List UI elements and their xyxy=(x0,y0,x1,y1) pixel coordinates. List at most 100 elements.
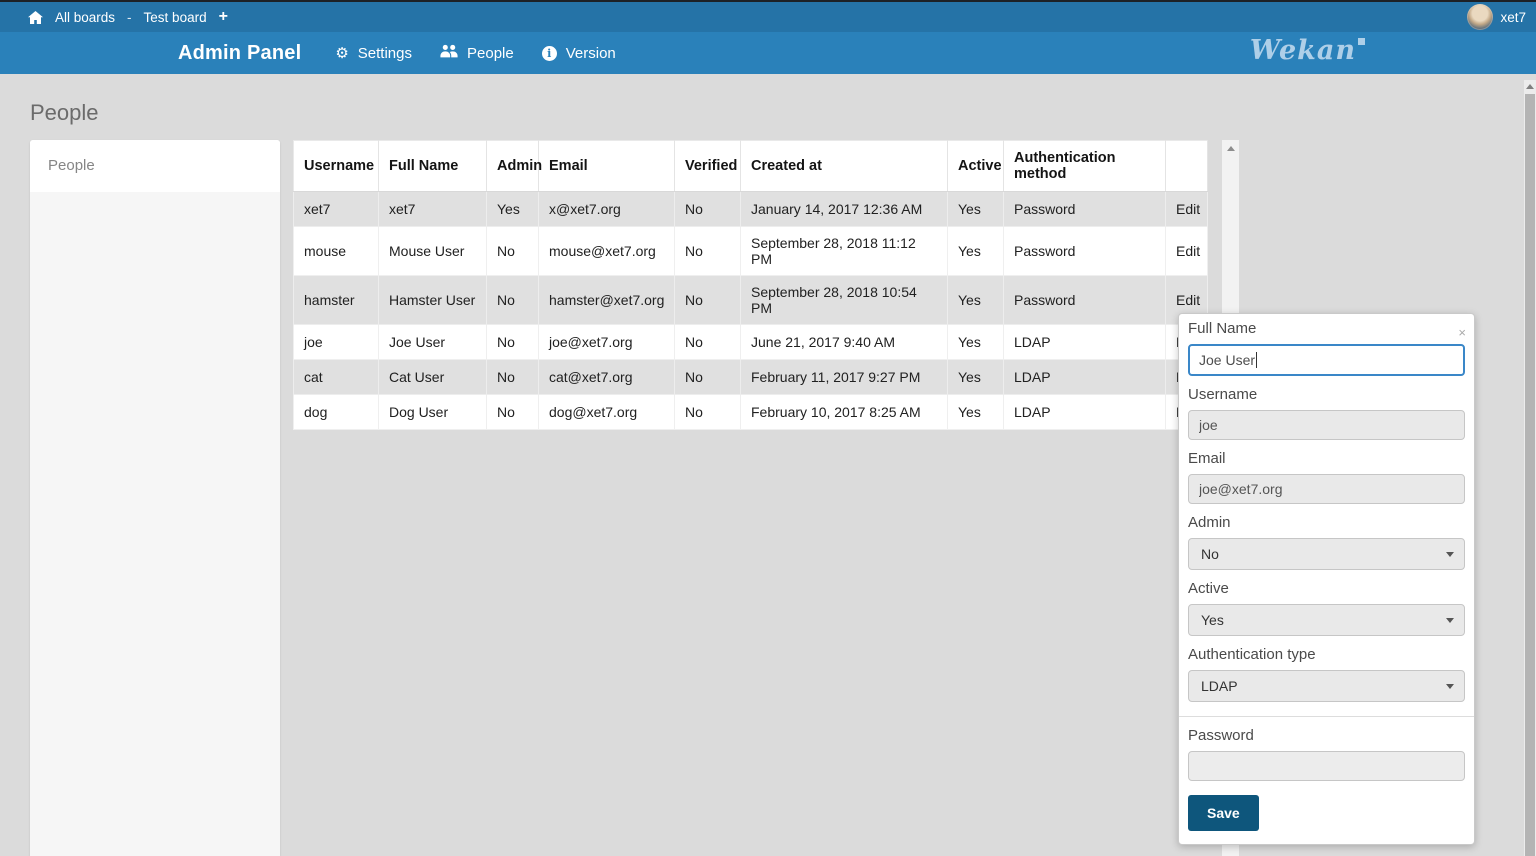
logo-dot xyxy=(1358,38,1365,45)
edit-user-link[interactable]: Edit xyxy=(1176,243,1201,259)
cell-created-at: September 28, 2018 11:12 PM xyxy=(740,226,948,276)
cell-email: mouse@xet7.org xyxy=(538,226,675,276)
user-avatar[interactable] xyxy=(1467,4,1494,30)
active-select[interactable]: Yes xyxy=(1188,604,1465,636)
window-scroll-up-icon[interactable] xyxy=(1526,84,1534,89)
cell-auth-method: LDAP xyxy=(1003,324,1166,360)
cell-verified: No xyxy=(674,359,741,395)
gear-icon: ⚙ xyxy=(335,43,349,62)
table-row: dog Dog User No dog@xet7.org No February… xyxy=(293,394,1208,430)
nav-item-version[interactable]: Version xyxy=(541,45,616,62)
admin-nav: ⚙ Settings People Version xyxy=(335,44,615,62)
edit-user-link[interactable]: Edit xyxy=(1176,201,1201,217)
password-label: Password xyxy=(1188,727,1254,744)
top-bar: All boards - Test board + xet7 xyxy=(0,2,1536,32)
cell-full-name: xet7 xyxy=(378,191,487,227)
col-verified: Verified xyxy=(674,140,741,192)
nav-item-settings[interactable]: ⚙ Settings xyxy=(335,45,412,62)
table-row: xet7 xet7 Yes x@xet7.org No January 14, … xyxy=(293,191,1208,227)
cell-admin: Yes xyxy=(486,191,539,227)
cell-email: joe@xet7.org xyxy=(538,324,675,360)
email-label: Email xyxy=(1188,450,1226,467)
cell-username: xet7 xyxy=(293,191,379,227)
cell-full-name: Cat User xyxy=(378,359,487,395)
email-field xyxy=(1188,474,1465,504)
cell-username: dog xyxy=(293,394,379,430)
col-created-at: Created at xyxy=(740,140,948,192)
username-field xyxy=(1188,410,1465,440)
panel-divider xyxy=(1179,716,1474,717)
table-header-row: Username Full Name Admin Email Verified … xyxy=(293,140,1208,192)
cell-username: mouse xyxy=(293,226,379,276)
password-field[interactable] xyxy=(1188,751,1465,781)
cell-username: joe xyxy=(293,324,379,360)
page-title: People xyxy=(30,100,99,125)
full-name-label: Full Name xyxy=(1188,320,1257,337)
cell-username: cat xyxy=(293,359,379,395)
cell-active: Yes xyxy=(947,191,1004,227)
auth-type-label: Authentication type xyxy=(1188,646,1316,663)
cell-auth-method: Password xyxy=(1003,226,1166,276)
info-icon xyxy=(541,45,557,61)
breadcrumb-separator: - xyxy=(127,9,132,25)
cell-verified: No xyxy=(674,191,741,227)
col-active: Active xyxy=(947,140,1004,192)
window-scrollbar-thumb[interactable] xyxy=(1525,94,1535,856)
add-board-icon[interactable]: + xyxy=(218,8,228,25)
cell-admin: No xyxy=(486,275,539,325)
cell-auth-method: LDAP xyxy=(1003,394,1166,430)
auth-type-select[interactable]: LDAP xyxy=(1188,670,1465,702)
breadcrumb: All boards - Test board + xyxy=(28,8,228,26)
cell-email: hamster@xet7.org xyxy=(538,275,675,325)
cell-admin: No xyxy=(486,359,539,395)
nav-item-people[interactable]: People xyxy=(440,44,514,62)
admin-select[interactable]: No xyxy=(1188,538,1465,570)
table-row: mouse Mouse User No mouse@xet7.org No Se… xyxy=(293,226,1208,276)
edit-user-link[interactable]: Edit xyxy=(1176,292,1201,308)
sidebar-item-people[interactable]: People xyxy=(30,140,280,192)
sidebar-item-label: People xyxy=(48,157,95,174)
full-name-input[interactable]: Joe User xyxy=(1188,344,1465,376)
cell-username: hamster xyxy=(293,275,379,325)
col-username: Username xyxy=(293,140,379,192)
cell-admin: No xyxy=(486,324,539,360)
chevron-down-icon xyxy=(1446,683,1454,689)
close-icon[interactable]: × xyxy=(1458,325,1466,340)
active-label: Active xyxy=(1188,580,1229,597)
window-top-edge xyxy=(0,0,1536,2)
chevron-down-icon xyxy=(1446,551,1454,557)
cell-email: x@xet7.org xyxy=(538,191,675,227)
table-scroll-up-icon[interactable] xyxy=(1226,146,1235,151)
cell-created-at: January 14, 2017 12:36 AM xyxy=(740,191,948,227)
breadcrumb-board-name[interactable]: Test board xyxy=(143,9,207,25)
cell-active: Yes xyxy=(947,275,1004,325)
col-actions xyxy=(1165,140,1208,192)
user-name: xet7 xyxy=(1500,9,1526,25)
breadcrumb-all-boards[interactable]: All boards xyxy=(55,9,116,25)
cell-full-name: Mouse User xyxy=(378,226,487,276)
home-icon[interactable] xyxy=(28,10,43,24)
save-button[interactable]: Save xyxy=(1188,795,1259,831)
admin-header: Admin Panel ⚙ Settings People Version We… xyxy=(0,32,1536,74)
cell-full-name: Dog User xyxy=(378,394,487,430)
admin-label: Admin xyxy=(1188,514,1231,531)
cell-email: cat@xet7.org xyxy=(538,359,675,395)
user-menu[interactable]: xet7 xyxy=(1467,4,1526,30)
wekan-logo: Wekan xyxy=(1250,35,1365,66)
col-full-name: Full Name xyxy=(378,140,487,192)
cell-full-name: Joe User xyxy=(378,324,487,360)
table-row: joe Joe User No joe@xet7.org No June 21,… xyxy=(293,324,1208,360)
admin-panel-title: Admin Panel xyxy=(178,41,302,64)
cell-active: Yes xyxy=(947,324,1004,360)
window-scrollbar[interactable] xyxy=(1524,80,1536,856)
edit-user-panel: × Full Name Joe User Username Email Admi… xyxy=(1178,313,1475,845)
cell-active: Yes xyxy=(947,359,1004,395)
cell-auth-method: LDAP xyxy=(1003,359,1166,395)
people-table: Username Full Name Admin Email Verified … xyxy=(293,140,1208,430)
cell-created-at: June 21, 2017 9:40 AM xyxy=(740,324,948,360)
cell-email: dog@xet7.org xyxy=(538,394,675,430)
cell-verified: No xyxy=(674,394,741,430)
cell-auth-method: Password xyxy=(1003,275,1166,325)
table-row: hamster Hamster User No hamster@xet7.org… xyxy=(293,275,1208,325)
chevron-down-icon xyxy=(1446,617,1454,623)
